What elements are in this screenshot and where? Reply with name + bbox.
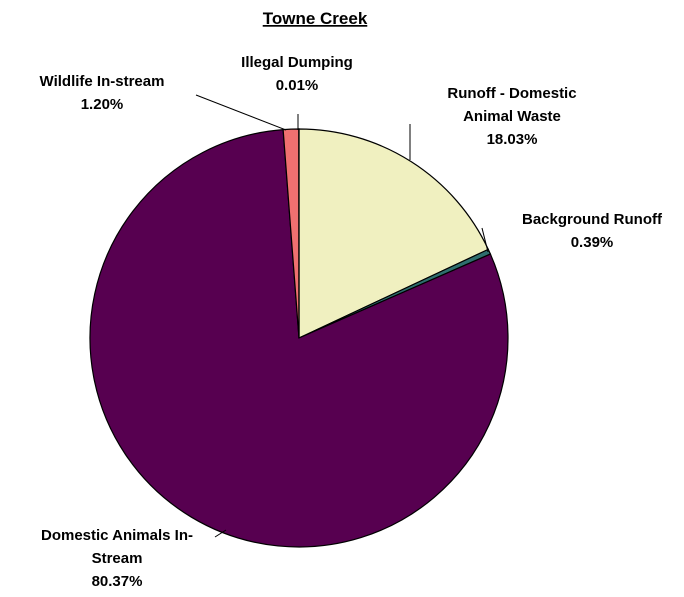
labels-layer: Runoff - Domestic Animal Waste 18.03% Backg…: [40, 54, 663, 590]
slice-category-label: Runoff - Domestic: [447, 85, 576, 102]
slice-label-5: Illegal Dumping 0.01%: [241, 54, 353, 94]
slices-layer: [89, 128, 509, 548]
slice-category-label: Wildlife In-stream: [40, 73, 165, 90]
slice-value-label: 80.37%: [92, 573, 143, 590]
leader-lines-layer: [195, 94, 489, 538]
slice-label-1: Runoff - Domestic Animal Waste 18.03%: [447, 85, 576, 148]
slice-category-label: Background Runoff: [522, 211, 663, 228]
slice-value-label: 18.03%: [487, 131, 538, 148]
slice-category-label: Animal Waste: [463, 108, 561, 125]
slice-value-label: 1.20%: [81, 96, 124, 113]
leader-line-3: [214, 529, 227, 538]
pie-slice-1: [298, 128, 490, 339]
chart-title: Towne Creek: [263, 9, 368, 28]
slice-category-label: Domestic Animals In-: [41, 527, 193, 544]
slice-category-label: Stream: [92, 550, 143, 567]
pie-slice-3: [89, 128, 509, 548]
leader-line-4: [195, 94, 287, 131]
slice-label-3: Domestic Animals In- Stream 80.37%: [41, 527, 193, 590]
slice-value-label: 0.01%: [276, 77, 319, 94]
slice-category-label: Illegal Dumping: [241, 54, 353, 71]
slice-label-2: Background Runoff 0.39%: [522, 211, 663, 251]
slice-value-label: 0.39%: [571, 234, 614, 251]
slice-label-4: Wildlife In-stream 1.20%: [40, 73, 165, 113]
leader-line-2: [481, 227, 489, 253]
